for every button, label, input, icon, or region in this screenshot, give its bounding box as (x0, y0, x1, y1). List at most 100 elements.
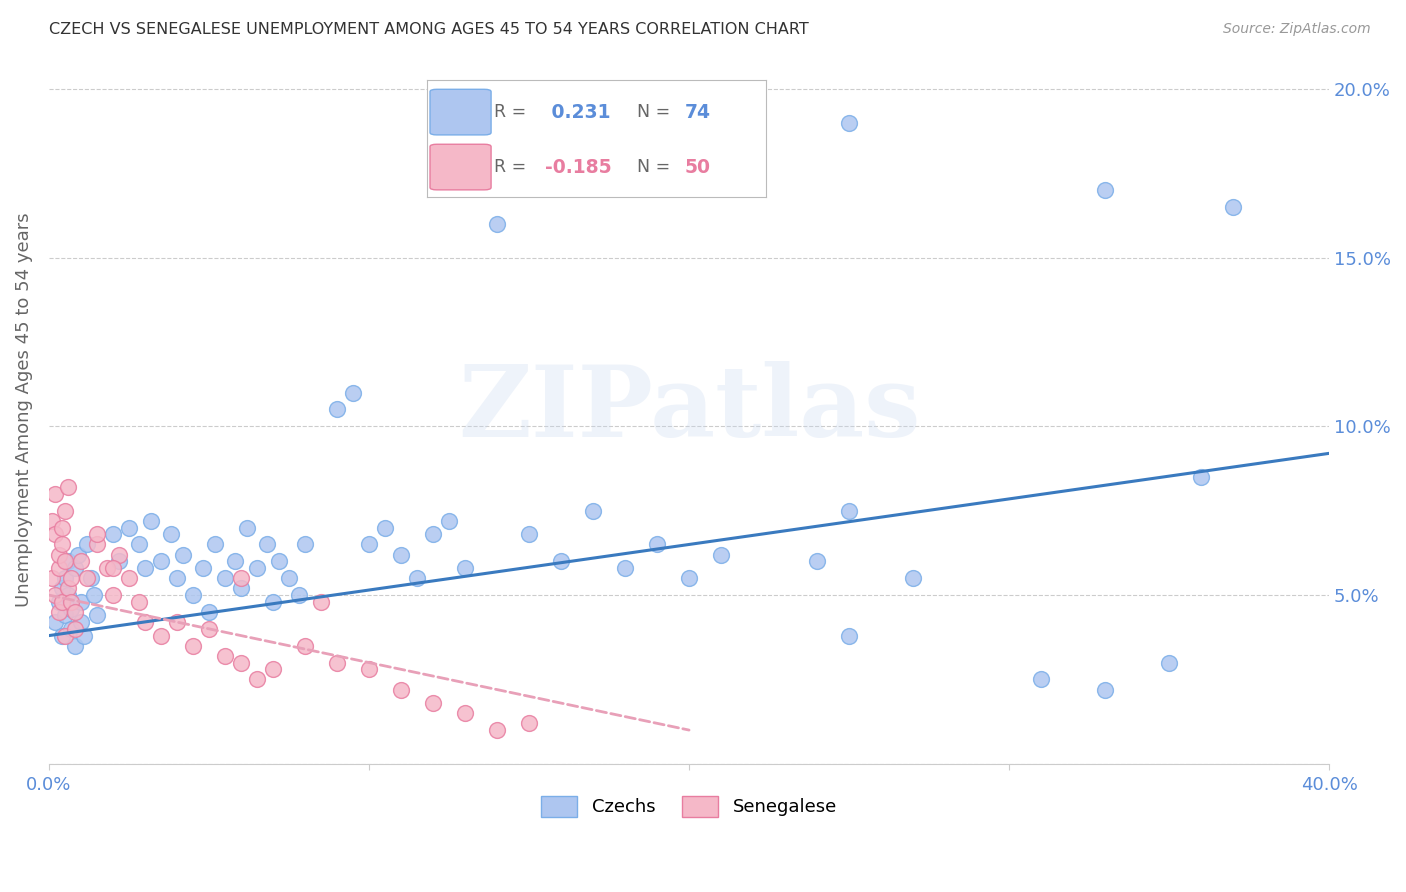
Point (118, 520, 141, 534)
Point (246, 673, 269, 687)
Point (645, 537, 668, 551)
Point (76, 571, 98, 585)
Point (229, 656, 252, 670)
Point (1222, 200, 1244, 214)
Point (51, 582, 73, 596)
Point (63, 622, 86, 636)
Point (838, 504, 860, 518)
Point (582, 504, 605, 518)
Point (357, 662, 380, 676)
Point (236, 520, 259, 534)
Point (101, 588, 124, 602)
Point (389, 682, 412, 697)
Point (1189, 470, 1212, 484)
Point (172, 548, 194, 562)
Point (198, 622, 221, 636)
Point (83, 588, 105, 602)
Point (70, 595, 93, 609)
Point (838, 629, 860, 643)
Point (70, 554, 93, 568)
Point (53, 629, 76, 643)
Point (51, 537, 73, 551)
Point (1094, 682, 1116, 697)
Point (806, 554, 828, 568)
Point (141, 514, 163, 528)
Point (51, 520, 73, 534)
Point (198, 605, 221, 619)
Point (63, 639, 86, 653)
Point (1159, 656, 1181, 670)
Point (44, 527, 66, 541)
Point (159, 527, 181, 541)
Point (246, 561, 269, 575)
Point (76, 537, 98, 551)
Point (60, 571, 83, 585)
Point (60, 601, 83, 615)
Point (60, 622, 83, 636)
Point (48, 548, 70, 562)
Point (56, 588, 79, 602)
Point (53, 554, 76, 568)
Point (96, 561, 118, 575)
Point (44, 615, 66, 629)
Legend: Czechs, Senegalese: Czechs, Senegalese (531, 787, 846, 826)
Point (678, 571, 700, 585)
Point (53, 504, 76, 518)
Point (550, 554, 572, 568)
Point (44, 487, 66, 501)
Point (256, 537, 278, 551)
Point (517, 527, 540, 541)
Point (41, 571, 63, 585)
Point (204, 537, 226, 551)
Point (1094, 183, 1116, 197)
Point (101, 527, 124, 541)
Point (294, 639, 316, 653)
Text: Source: ZipAtlas.com: Source: ZipAtlas.com (1223, 22, 1371, 37)
Point (48, 561, 70, 575)
Point (214, 648, 236, 663)
Point (191, 561, 214, 575)
Point (86, 527, 108, 541)
Point (134, 615, 156, 629)
Point (86, 608, 108, 623)
Point (422, 696, 444, 710)
Point (838, 115, 860, 129)
Point (118, 571, 141, 585)
Point (486, 217, 509, 231)
Point (86, 537, 108, 551)
Point (181, 588, 204, 602)
Point (901, 571, 924, 585)
Point (422, 527, 444, 541)
Point (51, 595, 73, 609)
Point (269, 554, 291, 568)
Point (41, 514, 63, 528)
Point (214, 571, 236, 585)
Point (454, 561, 477, 575)
Point (710, 548, 733, 562)
Point (128, 595, 150, 609)
Point (181, 639, 204, 653)
Point (60, 595, 83, 609)
Point (56, 480, 79, 494)
Point (342, 385, 364, 400)
Point (326, 402, 349, 417)
Y-axis label: Unemployment Among Ages 45 to 54 years: Unemployment Among Ages 45 to 54 years (15, 212, 32, 607)
Point (229, 582, 252, 596)
Point (149, 629, 172, 643)
Point (63, 605, 86, 619)
Point (294, 537, 316, 551)
Point (326, 656, 349, 670)
Point (51, 629, 73, 643)
Point (79, 571, 101, 585)
Point (278, 571, 301, 585)
Point (454, 706, 477, 721)
Text: CZECH VS SENEGALESE UNEMPLOYMENT AMONG AGES 45 TO 54 YEARS CORRELATION CHART: CZECH VS SENEGALESE UNEMPLOYMENT AMONG A… (49, 22, 808, 37)
Point (134, 561, 156, 575)
Point (101, 561, 124, 575)
Point (678, 82, 700, 96)
Point (128, 537, 150, 551)
Point (73, 629, 96, 643)
Point (53, 571, 76, 585)
Point (406, 571, 429, 585)
Point (486, 723, 509, 737)
